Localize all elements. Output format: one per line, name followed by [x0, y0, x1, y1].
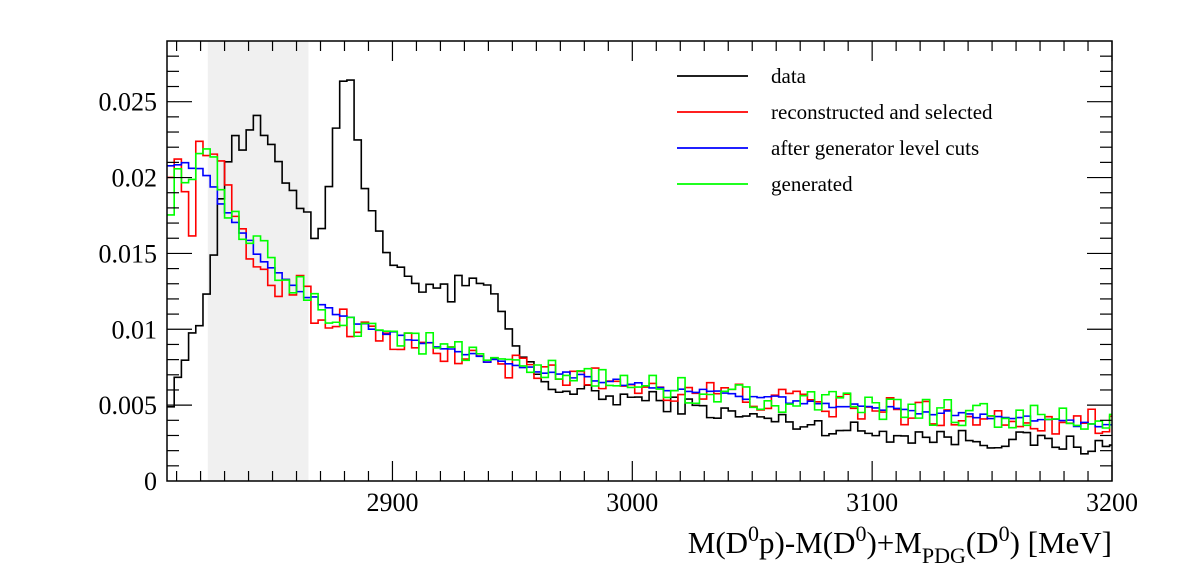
legend-label: generated	[771, 172, 853, 196]
series-layer	[167, 79, 1112, 455]
x-tick-label: 3200	[1086, 488, 1138, 517]
y-tick-label: 0	[144, 467, 157, 496]
y-tick-label: 0.02	[112, 164, 158, 193]
y-tick-label: 0.015	[99, 239, 158, 268]
x-title-sup-3: 0	[999, 521, 1010, 546]
x-title-part-1: M(D	[688, 525, 748, 560]
x-title-part-3: )+M	[866, 525, 921, 560]
legend: data reconstructed and selected after gene…	[677, 64, 993, 196]
plot-frame	[166, 40, 1113, 482]
series-data	[167, 79, 1112, 455]
tick-labels-layer: 2900 3000 3100 3200 0 0.005 0.01 0.015 0.02 0.025	[99, 88, 1139, 517]
series-after-generator-level-cuts	[167, 161, 1112, 428]
x-title-part-2: p)-M(D	[759, 525, 855, 560]
x-title-part-5: ) [MeV]	[1010, 525, 1112, 560]
x-tick-label: 2900	[366, 488, 418, 517]
shaded-region	[207, 41, 309, 481]
x-title-sub: PDG	[922, 543, 966, 568]
x-title-part-4: (D	[966, 525, 999, 560]
x-axis-title: M(D0p)-M(D0)+MPDG(D0) [MeV]	[688, 521, 1112, 568]
legend-label: after generator level cuts	[771, 136, 979, 160]
legend-label: reconstructed and selected	[771, 100, 993, 124]
x-tick-label: 3000	[606, 488, 658, 517]
legend-label: data	[771, 64, 807, 88]
shaded-region-layer	[207, 41, 309, 481]
x-title-sup-2: 0	[855, 521, 866, 546]
x-tick-label: 3100	[846, 488, 898, 517]
y-tick-label: 0.025	[99, 88, 158, 117]
x-title-sup-1: 0	[748, 521, 759, 546]
series-reconstructed-and-selected	[167, 140, 1112, 435]
series-generated	[167, 148, 1112, 430]
ticks-layer	[167, 41, 1113, 481]
y-tick-label: 0.005	[99, 391, 158, 420]
y-tick-label: 0.01	[112, 315, 158, 344]
